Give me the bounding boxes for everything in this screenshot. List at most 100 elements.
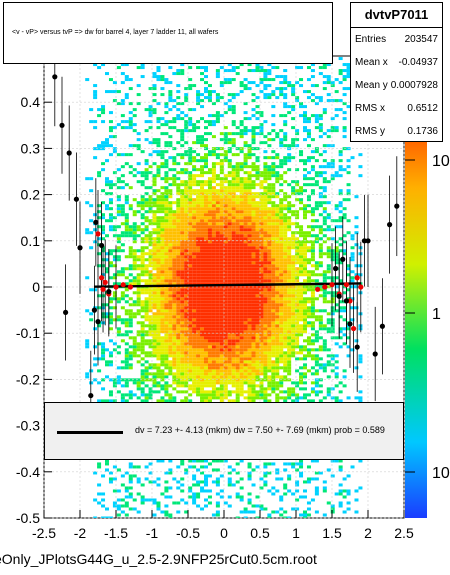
heatmap-cell: [140, 501, 145, 505]
heatmap-cell: [231, 369, 236, 373]
heatmap-cell: [184, 150, 189, 154]
heatmap-cell: [204, 483, 208, 487]
heatmap-cell: [128, 480, 133, 484]
heatmap-cell: [156, 375, 161, 379]
heatmap-cell: [211, 369, 216, 373]
heatmap-cell: [271, 321, 276, 325]
heatmap-cell: [275, 66, 280, 70]
heatmap-cell: [97, 171, 102, 175]
heatmap-cell: [176, 102, 181, 106]
heatmap-cell: [271, 372, 276, 376]
heatmap-cell: [204, 360, 208, 364]
heatmap-cell: [299, 495, 304, 499]
heatmap-cell: [101, 474, 106, 478]
heatmap-cell: [172, 396, 177, 400]
heatmap-cell: [255, 396, 260, 400]
heatmap-cell: [128, 246, 133, 250]
heatmap-cell: [247, 246, 252, 250]
heatmap-cell: [283, 264, 288, 268]
heatmap-cell: [247, 225, 252, 229]
heatmap-cell: [140, 498, 145, 502]
heatmap-cell: [215, 273, 220, 277]
heatmap-cell: [283, 261, 288, 265]
heatmap-cell: [172, 276, 177, 280]
heatmap-cell: [105, 363, 109, 367]
heatmap-cell: [303, 306, 307, 310]
heatmap-cell: [279, 201, 284, 205]
heatmap-cell: [97, 342, 102, 346]
heatmap-cell: [188, 303, 193, 307]
heatmap-cell: [291, 234, 296, 238]
heatmap-cell: [184, 273, 189, 277]
heatmap-cell: [192, 207, 197, 211]
heatmap-cell: [101, 189, 106, 193]
heatmap-cell: [295, 339, 300, 343]
heatmap-cell: [105, 72, 109, 76]
heatmap-cell: [231, 213, 236, 217]
heatmap-cell: [184, 396, 189, 400]
heatmap-cell: [93, 213, 98, 217]
heatmap-cell: [263, 267, 268, 271]
heatmap-cell: [156, 228, 161, 232]
heatmap-cell: [251, 468, 256, 472]
heatmap-cell: [271, 93, 276, 97]
heatmap-cell: [132, 342, 137, 346]
heatmap-cell: [223, 177, 228, 181]
heatmap-cell: [271, 366, 276, 370]
heatmap-cell: [192, 351, 197, 355]
heatmap-cell: [172, 243, 177, 247]
heatmap-cell: [283, 312, 288, 316]
heatmap-cell: [267, 321, 272, 325]
heatmap-cell: [243, 177, 248, 181]
heatmap-cell: [247, 510, 252, 514]
heatmap-cell: [231, 171, 236, 175]
heatmap-cell: [188, 294, 193, 298]
heatmap-cell: [310, 321, 315, 325]
heatmap-cell: [239, 132, 244, 136]
heatmap-cell: [223, 300, 228, 304]
heatmap-cell: [306, 507, 311, 511]
heatmap-cell: [196, 96, 201, 100]
heatmap-cell: [275, 243, 280, 247]
heatmap-cell: [303, 372, 307, 376]
heatmap-cell: [219, 165, 224, 169]
heatmap-cell: [112, 90, 117, 94]
heatmap-cell: [239, 393, 244, 397]
heatmap-cell: [89, 231, 94, 235]
heatmap-cell: [192, 354, 197, 358]
heatmap-cell: [267, 243, 272, 247]
heatmap-cell: [303, 114, 307, 118]
heatmap-cell: [97, 381, 102, 385]
heatmap-cell: [211, 162, 216, 166]
heatmap-cell: [219, 237, 224, 241]
heatmap-cell: [148, 372, 153, 376]
heatmap-cell: [200, 261, 205, 265]
heatmap-cell: [93, 93, 98, 97]
heatmap-cell: [310, 348, 315, 352]
heatmap-cell: [251, 216, 256, 220]
heatmap-cell: [172, 327, 177, 331]
heatmap-cell: [303, 249, 307, 253]
heatmap-cell: [184, 120, 189, 124]
heatmap-cell: [295, 318, 300, 322]
heatmap-cell: [306, 66, 311, 70]
heatmap-cell: [204, 156, 208, 160]
heatmap-cell: [116, 258, 121, 262]
heatmap-cell: [192, 294, 197, 298]
heatmap-cell: [192, 483, 197, 487]
heatmap-cell: [314, 261, 319, 265]
heatmap-cell: [116, 366, 121, 370]
heatmap-cell: [116, 270, 121, 274]
heatmap-cell: [101, 492, 106, 496]
heatmap-cell: [259, 258, 264, 262]
heatmap-cell: [251, 99, 256, 103]
heatmap-cell: [259, 390, 264, 394]
heatmap-cell: [259, 261, 264, 265]
heatmap-cell: [299, 324, 304, 328]
heatmap-cell: [299, 201, 304, 205]
heatmap-cell: [283, 303, 288, 307]
heatmap-cell: [303, 237, 307, 241]
heatmap-cell: [211, 231, 216, 235]
heatmap-cell: [215, 312, 220, 316]
heatmap-cell: [239, 366, 244, 370]
